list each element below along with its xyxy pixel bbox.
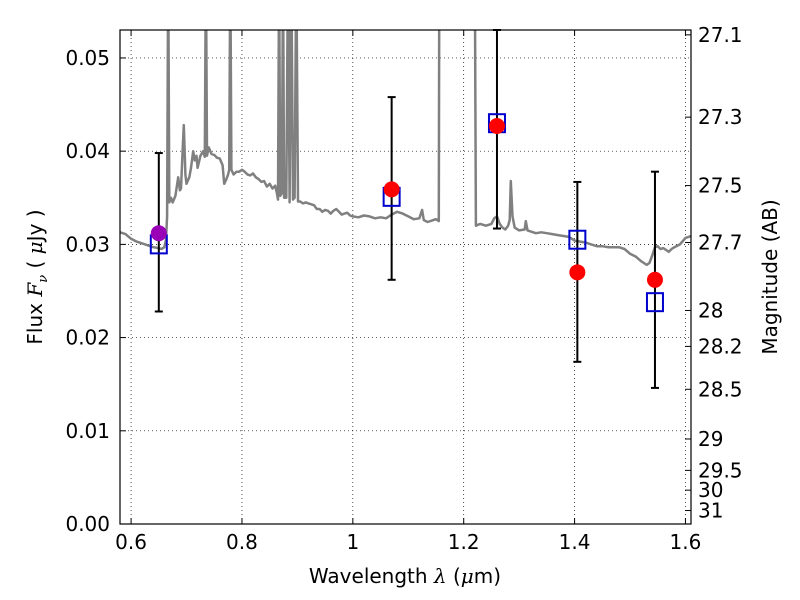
y-axis-ticks: 0.00 0.01 0.02 0.03 0.04 0.05 (65, 46, 126, 536)
magnitude-axis-label: Magnitude (AB) (758, 199, 782, 354)
x-tick-label-2: 1 (346, 530, 359, 554)
y-tick-label-0: 0.00 (65, 512, 110, 536)
y-tick-label-1: 0.01 (65, 419, 110, 443)
plot-frame (119, 29, 692, 525)
x-tick-label-3: 1.2 (448, 530, 480, 554)
mag-tick-label-1: 27.3 (698, 105, 743, 129)
observed-point-1 (383, 181, 400, 198)
x-axis-label: Wavelength λ (μm) (309, 564, 501, 588)
points-layer (149, 113, 664, 313)
y-axis-label: Flux Fν ( μJy ) (23, 209, 51, 344)
mag-tick-label-2: 27.5 (698, 174, 743, 198)
y-tick-label-5: 0.05 (65, 46, 110, 70)
mag-tick-label-10: 31 (698, 499, 723, 523)
model-spectrum-line (120, 30, 691, 267)
mag-tick-label-9: 30 (698, 478, 723, 502)
mag-tick-label-0: 27.1 (698, 23, 743, 47)
mag-tick-label-5: 28.2 (698, 334, 743, 358)
mag-tick-label-6: 28.5 (698, 377, 743, 401)
mag-tick-label-4: 28 (698, 298, 723, 322)
mag-tick-label-8: 29.5 (698, 458, 743, 482)
mag-tick-label-7: 29 (698, 427, 723, 451)
model-square-3 (568, 229, 587, 250)
observed-point-4 (646, 271, 663, 288)
observed-point-2 (488, 118, 505, 135)
y-tick-label-3: 0.03 (65, 232, 110, 256)
x-axis-ticks: 0.6 0.8 1 1.2 1.4 1.6 (115, 30, 701, 554)
y-tick-label-2: 0.02 (65, 326, 110, 350)
observed-point-3 (569, 264, 586, 281)
x-tick-label-4: 1.4 (559, 530, 591, 554)
spectrum-layer (120, 30, 691, 267)
x-tick-label-5: 1.6 (670, 530, 702, 554)
mag-tick-label-3: 27.7 (698, 231, 743, 255)
model-square-4 (645, 292, 664, 313)
y-tick-label-4: 0.04 (65, 139, 110, 163)
observed-point-0 (150, 225, 167, 242)
x-tick-label-1: 0.8 (226, 530, 258, 554)
x-tick-label-0: 0.6 (115, 530, 147, 554)
